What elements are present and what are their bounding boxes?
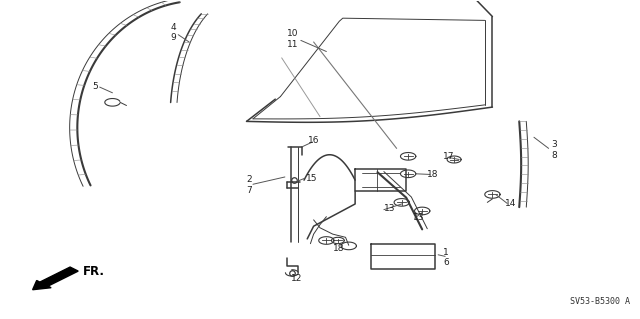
Text: 10
11: 10 11	[287, 29, 298, 48]
Text: 2
7: 2 7	[246, 175, 252, 195]
FancyArrow shape	[33, 267, 78, 290]
Text: 14: 14	[505, 198, 516, 208]
Text: 18: 18	[428, 170, 439, 179]
Text: 1
6: 1 6	[444, 248, 449, 267]
Text: 13: 13	[384, 204, 396, 213]
Text: FR.: FR.	[83, 265, 104, 278]
Text: 18: 18	[333, 244, 345, 253]
Text: 12: 12	[291, 274, 302, 283]
Text: 13: 13	[413, 213, 424, 222]
Text: SV53-B5300 A: SV53-B5300 A	[570, 297, 630, 306]
Text: 16: 16	[308, 136, 319, 145]
Text: 15: 15	[306, 174, 317, 183]
Text: 5: 5	[92, 82, 98, 91]
Text: 17: 17	[443, 152, 454, 161]
Text: 3
8: 3 8	[551, 140, 557, 160]
Text: 4
9: 4 9	[170, 23, 176, 42]
